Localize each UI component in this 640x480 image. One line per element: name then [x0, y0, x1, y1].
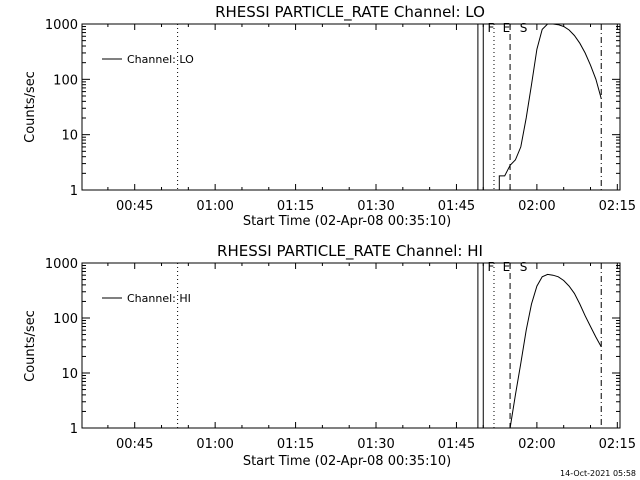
x-tick-label: 01:45: [438, 199, 475, 214]
y-tick-label: 1000: [45, 257, 78, 272]
chart-title: RHESSI PARTICLE_RATE Channel: LO: [215, 3, 485, 22]
y-tick-label: 10: [61, 367, 78, 382]
x-tick-label: 01:00: [196, 437, 233, 452]
x-ticks: 00:45 01:00 01:15 01:30 01:45 02:00 02:15: [107, 24, 636, 214]
x-tick-label: 01:00: [196, 199, 233, 214]
event-lines: [177, 263, 602, 428]
series-line-lo: [498, 23, 602, 190]
legend-label: Channel: HI: [127, 292, 191, 305]
x-tick-label: 01:15: [277, 437, 314, 452]
event-flag-label: S: [520, 21, 528, 35]
y-tick-label: 1000: [45, 18, 78, 33]
event-flag-label: E: [503, 21, 511, 35]
x-tick-label: 00:45: [116, 199, 153, 214]
event-flag-label: E: [503, 260, 511, 274]
x-tick-label: 01:30: [357, 199, 394, 214]
panel-lo: RHESSI PARTICLE_RATE Channel: LO Start T…: [23, 3, 636, 229]
x-ticks: 00:45 01:00 01:15 01:30 01:45 02:00 02:15: [107, 263, 636, 452]
y-axis-label: Counts/sec: [23, 71, 38, 143]
plot-frame: [81, 23, 621, 191]
legend-label: Channel: LO: [127, 53, 194, 66]
x-tick-label: 01:15: [277, 199, 314, 214]
event-flag-label: F: [488, 21, 495, 35]
y-tick-label: 10: [61, 129, 78, 144]
x-axis-label: Start Time (02-Apr-08 00:35:10): [243, 214, 451, 229]
event-flag-label: S: [520, 260, 528, 274]
series-line-hi: [509, 273, 602, 429]
x-tick-label: 01:30: [357, 437, 394, 452]
chart-title: RHESSI PARTICLE_RATE Channel: HI: [217, 242, 483, 261]
y-axis-label: Counts/sec: [23, 310, 38, 382]
generated-timestamp: 14-Oct-2021 05:58: [560, 469, 636, 478]
y-tick-label: 1: [70, 184, 78, 199]
y-ticks: 1 10 100 1000: [45, 18, 620, 199]
x-tick-label: 02:00: [518, 437, 555, 452]
event-lines: [177, 24, 602, 190]
y-tick-label: 100: [53, 312, 78, 327]
y-tick-label: 100: [53, 73, 78, 88]
x-axis-label: Start Time (02-Apr-08 00:35:10): [243, 454, 451, 469]
panel-hi: RHESSI PARTICLE_RATE Channel: HI Start T…: [23, 242, 636, 469]
x-tick-label: 02:15: [599, 437, 636, 452]
plot-frame: [81, 262, 621, 429]
y-ticks: 1 10 100 1000: [45, 257, 620, 437]
x-tick-label: 00:45: [116, 437, 153, 452]
event-flag-label: F: [488, 260, 495, 274]
x-tick-label: 02:15: [599, 199, 636, 214]
x-tick-label: 01:45: [438, 437, 475, 452]
y-tick-label: 1: [70, 422, 78, 437]
x-tick-label: 02:00: [518, 199, 555, 214]
